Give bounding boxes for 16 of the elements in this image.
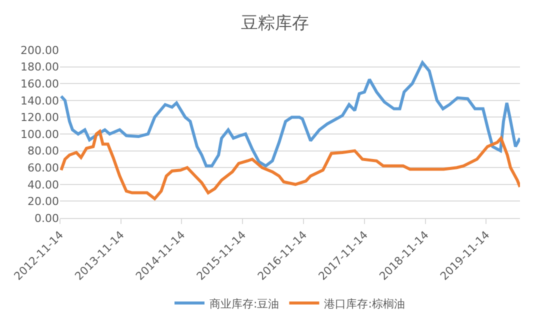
line-series xyxy=(60,130,520,200)
legend-label: 港口库存:棕榈油 xyxy=(324,297,405,310)
y-tick-label: 80.00 xyxy=(28,144,59,158)
y-tick-label: 0.00 xyxy=(34,212,59,225)
y-tick-label: 200.00 xyxy=(20,44,59,57)
y-tick-label: 180.00 xyxy=(20,60,59,74)
legend-label: 商业库存:豆油 xyxy=(210,297,280,310)
y-tick-label: 40.00 xyxy=(28,178,59,192)
y-tick-label: 20.00 xyxy=(28,195,59,208)
y-tick-label: 140.00 xyxy=(20,94,59,108)
y-tick-label: 60.00 xyxy=(28,161,59,174)
y-tick-label: 160.00 xyxy=(20,77,59,90)
y-tick-label: 100.00 xyxy=(20,128,59,141)
line-series xyxy=(60,61,520,168)
y-tick-label: 120.00 xyxy=(20,111,59,124)
chart-title: 豆粽库存 xyxy=(241,13,309,34)
